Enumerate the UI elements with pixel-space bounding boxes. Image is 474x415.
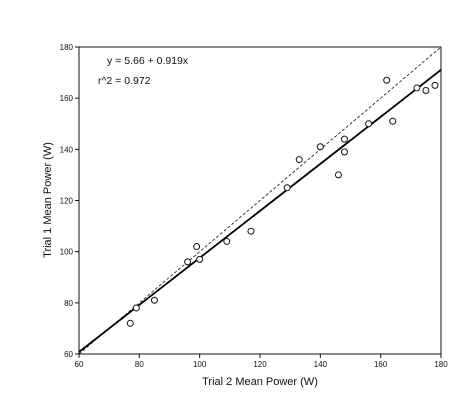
data-point (223, 237, 231, 245)
x-tick-label: 160 (374, 360, 388, 369)
data-point (316, 143, 324, 151)
data-point (334, 171, 342, 179)
data-point (283, 184, 291, 192)
data-point (184, 258, 192, 266)
y-tick-label: 120 (60, 197, 74, 206)
identity-line (78, 46, 442, 355)
equation-annotation: y = 5.66 + 0.919x (107, 55, 189, 67)
y-tick-label: 140 (60, 145, 74, 154)
y-axis-title: Trial 1 Mean Power (W) (42, 142, 54, 258)
y-tick-label: 100 (60, 248, 74, 257)
lines-layer (78, 46, 442, 355)
x-tick-label: 140 (314, 360, 328, 369)
data-point (340, 148, 348, 156)
x-tick-label: 100 (193, 360, 207, 369)
data-point (365, 120, 373, 128)
data-point (196, 255, 204, 263)
x-tick-label: 120 (253, 360, 267, 369)
data-point (150, 296, 158, 304)
y-tick-label: 60 (64, 350, 73, 359)
data-point (383, 76, 391, 84)
data-point (126, 319, 134, 327)
x-tick-label: 180 (434, 360, 448, 369)
x-tick-label: 80 (135, 360, 144, 369)
x-axis-title: Trial 2 Mean Power (W) (202, 376, 318, 388)
y-tick-label: 160 (60, 94, 74, 103)
y-tick-label: 80 (64, 299, 73, 308)
ticks-layer: 60 80 100 120 140 160 180 60 80 100 120 140 160 180 (60, 43, 449, 369)
regression-line (78, 69, 442, 353)
data-point (340, 135, 348, 143)
data-point (132, 304, 140, 312)
data-point (431, 81, 439, 89)
y-tick-label: 180 (60, 43, 74, 52)
points-layer (126, 76, 439, 327)
r-squared-annotation: r^2 = 0.972 (98, 75, 151, 87)
data-point (413, 84, 421, 92)
data-point (389, 117, 397, 125)
x-tick-label: 60 (75, 360, 84, 369)
data-point (422, 86, 430, 94)
data-point (295, 156, 303, 164)
data-point (247, 227, 255, 235)
data-point (193, 243, 201, 251)
